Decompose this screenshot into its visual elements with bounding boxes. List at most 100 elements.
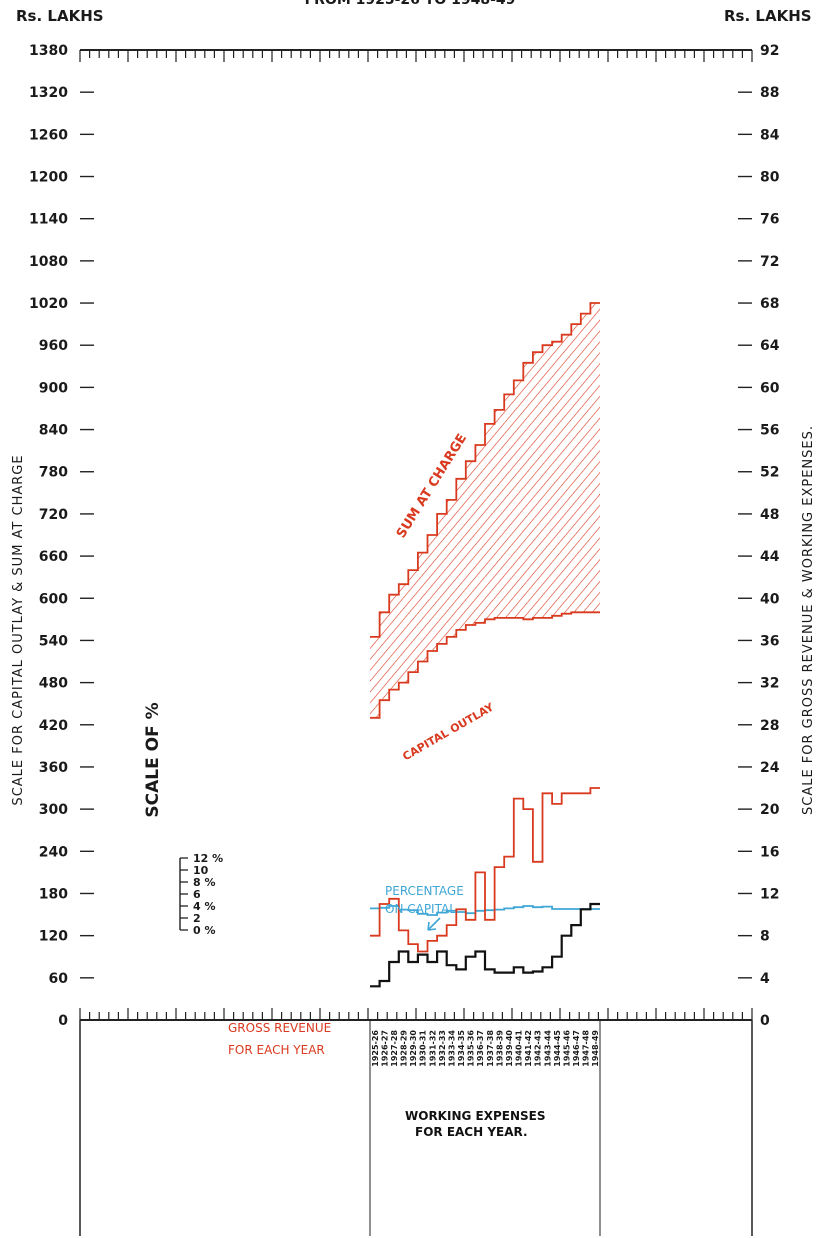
pct-scale-label: 6 bbox=[193, 888, 201, 901]
left-tick-label: 840 bbox=[39, 423, 68, 439]
right-tick-label: 84 bbox=[760, 127, 780, 143]
left-tick-label: 0 bbox=[58, 1013, 68, 1029]
pct-scale-label: 2 bbox=[193, 912, 201, 925]
year-label: 1929-30 bbox=[409, 1030, 418, 1067]
left-tick-label: 660 bbox=[39, 549, 68, 565]
year-label: 1937-38 bbox=[486, 1030, 495, 1067]
working-expenses-label-line1: WORKING EXPENSES bbox=[405, 1109, 545, 1123]
year-label: 1935-36 bbox=[467, 1030, 476, 1067]
pct-scale-label: 12 % bbox=[193, 852, 223, 865]
year-label: 1932-33 bbox=[438, 1030, 447, 1067]
left-tick-label: 60 bbox=[49, 971, 69, 987]
year-label: 1934-35 bbox=[457, 1030, 466, 1067]
left-tick-label: 1380 bbox=[29, 43, 68, 59]
left-tick-label: 900 bbox=[39, 380, 68, 396]
percentage-label-line2: ON CAPITAL bbox=[385, 902, 456, 916]
left-tick-label: 420 bbox=[39, 718, 68, 734]
working-expenses-line bbox=[370, 902, 600, 988]
left-tick-label: 360 bbox=[39, 760, 68, 776]
left-axis-title: SCALE FOR CAPITAL OUTLAY & SUM AT CHARGE bbox=[11, 454, 26, 805]
right-tick-label: 32 bbox=[760, 676, 779, 692]
right-tick-label: 40 bbox=[760, 591, 780, 607]
year-label: 1926-27 bbox=[380, 1030, 389, 1067]
chart-title: FROM 1925-26 TO 1948-49 bbox=[305, 0, 516, 8]
right-tick-label: 88 bbox=[760, 85, 779, 101]
right-tick-label: 76 bbox=[760, 212, 779, 228]
year-label: 1938-39 bbox=[495, 1030, 504, 1067]
year-label: 1936-37 bbox=[476, 1030, 485, 1067]
pct-scale-label: 8 % bbox=[193, 876, 216, 889]
right-tick-label: 12 bbox=[760, 886, 779, 902]
left-tick-label: 960 bbox=[39, 338, 68, 354]
year-label: 1931-32 bbox=[428, 1030, 437, 1067]
year-label: 1943-44 bbox=[543, 1030, 552, 1067]
right-tick-label: 64 bbox=[760, 338, 780, 354]
right-tick-label: 0 bbox=[760, 1013, 770, 1029]
year-label: 1947-48 bbox=[582, 1030, 591, 1067]
sum-at-charge-line bbox=[370, 302, 600, 638]
left-tick-label: 240 bbox=[39, 844, 68, 860]
right-tick-label: 28 bbox=[760, 718, 779, 734]
gross-revenue-label-line2: FOR EACH YEAR bbox=[228, 1043, 325, 1057]
left-tick-label: 1200 bbox=[29, 170, 68, 186]
series-layer bbox=[370, 302, 600, 988]
year-label: 1925-26 bbox=[371, 1030, 380, 1067]
gross-revenue-label-line1: GROSS REVENUE bbox=[228, 1021, 331, 1035]
left-tick-label: 1260 bbox=[29, 127, 68, 143]
left-tick-label: 1140 bbox=[29, 212, 68, 228]
percentage-arrow bbox=[427, 917, 441, 931]
left-tick-label: 480 bbox=[39, 676, 68, 692]
year-label: 1939-40 bbox=[505, 1030, 514, 1067]
pct-scale-label: 4 % bbox=[193, 900, 216, 913]
year-label: 1941-42 bbox=[524, 1030, 533, 1067]
left-axis-ticks: 0 60 120 180 240 300 360 420 480 540 600 660 720 780 8… bbox=[29, 43, 94, 1029]
working-expenses-label-line2: FOR EACH YEAR. bbox=[415, 1125, 528, 1139]
right-tick-label: 24 bbox=[760, 760, 780, 776]
left-tick-label: 540 bbox=[39, 633, 68, 649]
right-axis-title: SCALE FOR GROSS REVENUE & WORKING EXPENS… bbox=[801, 425, 816, 815]
left-tick-label: 1320 bbox=[29, 85, 68, 101]
year-label: 1933-34 bbox=[448, 1030, 457, 1067]
year-label: 1928-29 bbox=[400, 1030, 409, 1067]
left-tick-label: 120 bbox=[39, 929, 68, 945]
left-tick-label: 1020 bbox=[29, 296, 68, 312]
right-unit-label: Rs. LAKHS bbox=[724, 7, 812, 25]
left-unit-label: Rs. LAKHS bbox=[16, 7, 104, 25]
left-tick-label: 180 bbox=[39, 886, 68, 902]
gross-revenue-line bbox=[370, 787, 600, 953]
percentage-label-line1: PERCENTAGE bbox=[385, 884, 464, 898]
year-label: 1930-31 bbox=[419, 1030, 428, 1067]
left-tick-label: 1080 bbox=[29, 254, 68, 270]
year-label: 1945-46 bbox=[563, 1030, 572, 1067]
left-tick-label: 720 bbox=[39, 507, 68, 523]
pct-scale-label: 10 bbox=[193, 864, 209, 877]
year-labels: 1925-26 1926-27 1927-28 1928-29 1929-30 1930-… bbox=[371, 1030, 600, 1067]
capital-outlay-label: CAPITAL OUTLAY bbox=[400, 700, 497, 763]
right-tick-label: 48 bbox=[760, 507, 779, 523]
right-tick-label: 72 bbox=[760, 254, 779, 270]
year-label: 1940-41 bbox=[515, 1030, 524, 1067]
left-tick-label: 780 bbox=[39, 465, 68, 481]
year-label: 1948-49 bbox=[591, 1030, 600, 1067]
right-tick-label: 60 bbox=[760, 380, 780, 396]
right-tick-label: 16 bbox=[760, 844, 779, 860]
pct-scale-title: SCALE OF % bbox=[143, 702, 163, 817]
ruler-ticks bbox=[79, 50, 753, 1020]
right-tick-label: 52 bbox=[760, 465, 779, 481]
sum-capital-hatch-area bbox=[370, 303, 600, 718]
right-tick-label: 80 bbox=[760, 170, 780, 186]
right-tick-label: 92 bbox=[760, 43, 779, 59]
year-label: 1944-45 bbox=[553, 1030, 562, 1067]
right-tick-label: 56 bbox=[760, 423, 779, 439]
right-tick-label: 8 bbox=[760, 929, 770, 945]
pct-scale-label: 0 % bbox=[193, 924, 216, 937]
year-label: 1927-28 bbox=[390, 1030, 399, 1067]
right-tick-label: 4 bbox=[760, 971, 770, 987]
capital-outlay-line bbox=[370, 611, 600, 719]
year-label: 1946-47 bbox=[572, 1030, 581, 1067]
left-tick-label: 600 bbox=[39, 591, 68, 607]
right-tick-label: 68 bbox=[760, 296, 779, 312]
right-tick-label: 44 bbox=[760, 549, 780, 565]
